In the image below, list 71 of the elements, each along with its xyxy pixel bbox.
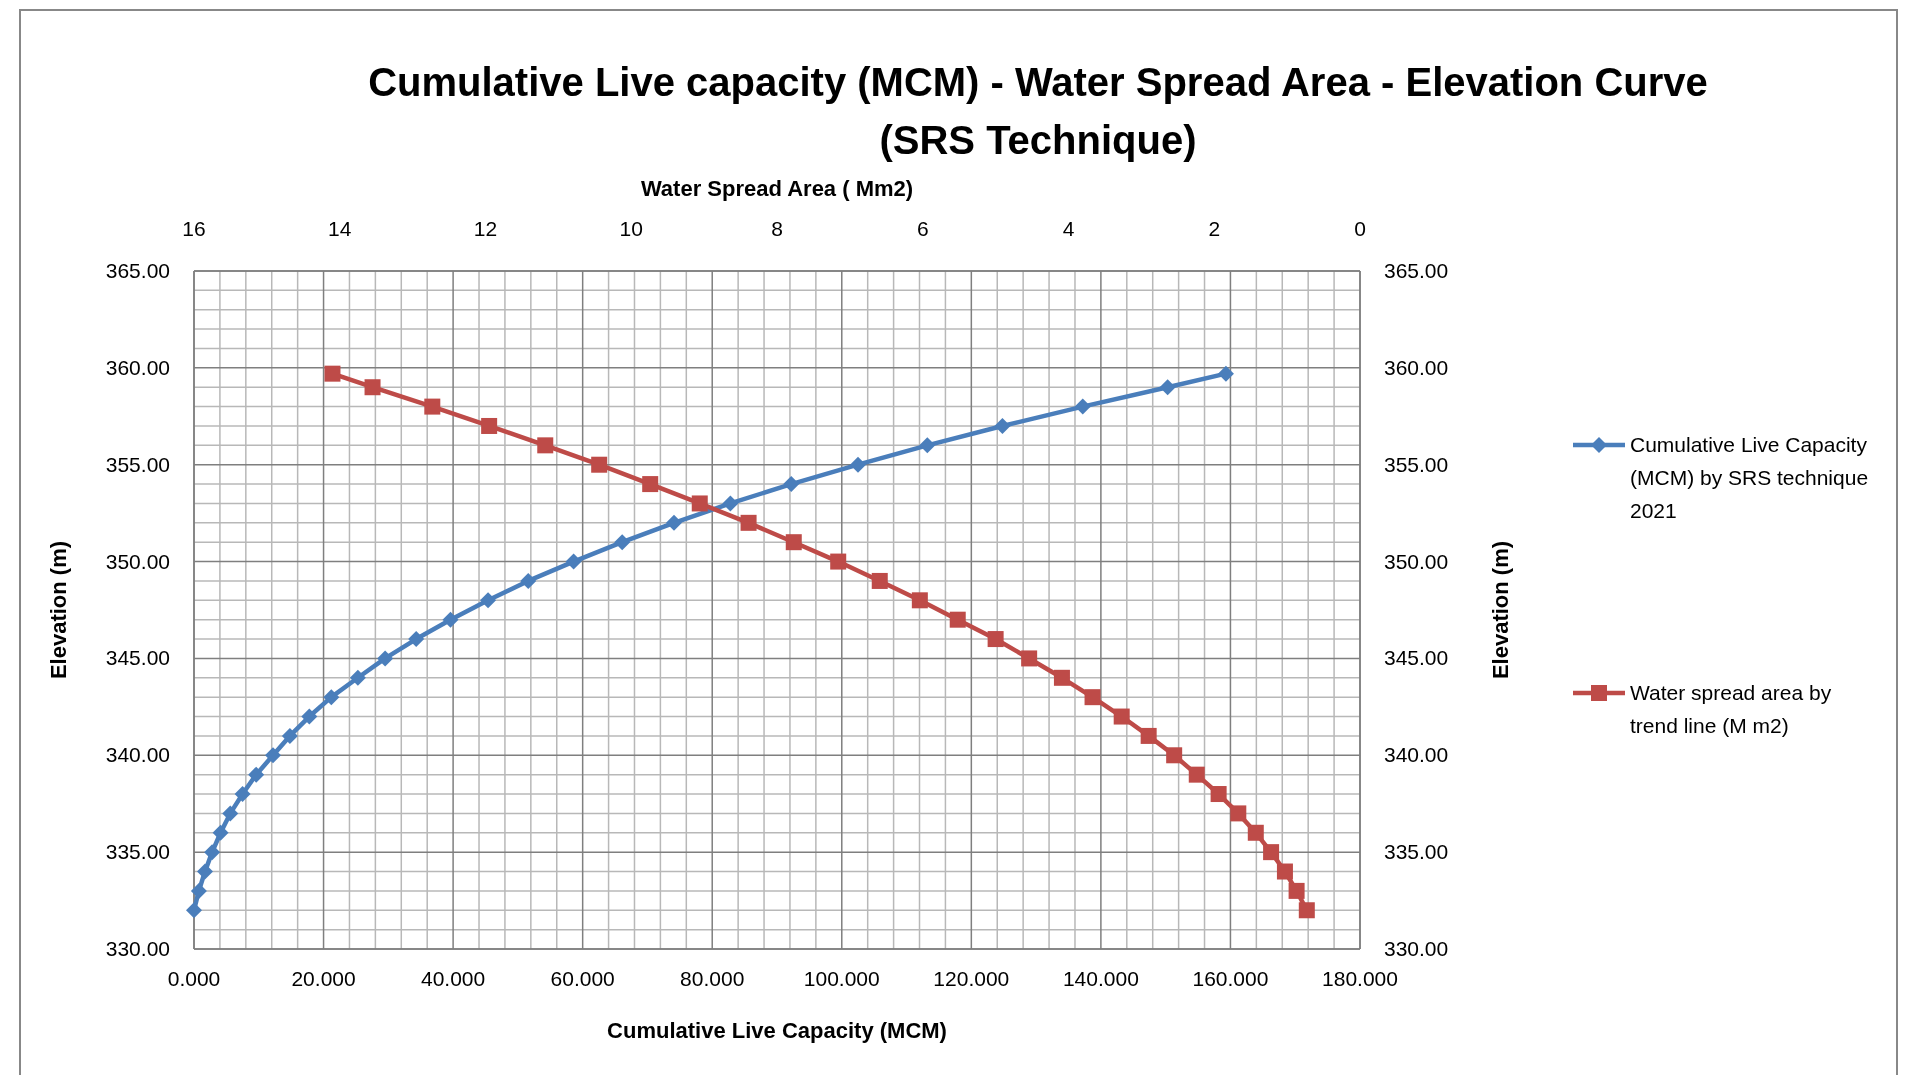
y-tick-label: 365.00 [105,259,170,282]
point [248,766,265,783]
x-tick-label: 80.000 [680,967,745,990]
point [186,902,202,919]
point [666,514,682,531]
y2-tick-label: 340.00 [1384,743,1449,767]
point [408,631,425,648]
point [614,534,631,551]
x2-axis-title: Water Spread Area ( Mm2) [640,176,914,201]
point [204,844,221,861]
y2-tick-label: 360.00 [1384,355,1449,379]
x-tick-label: 100.000 [803,967,880,990]
point [480,592,497,609]
point [783,476,800,493]
point [197,863,214,880]
x-tick-label: 160.000 [1192,967,1269,990]
point [349,669,366,686]
y-tick-label: 355.00 [105,452,170,476]
point [265,747,282,764]
y2-tick-label: 350.00 [1384,549,1449,573]
point [520,572,537,589]
point [849,456,866,473]
y2-tick-label: 355.00 [1384,452,1449,476]
x2-tick-label: 10 [619,217,643,240]
x-tick-label: 120.000 [933,967,1010,990]
point [1074,398,1091,415]
y-tick-label: 345.00 [105,646,170,670]
point [919,437,936,454]
point [234,786,251,803]
x-axis-title: Cumulative Live Capacity (MCM) [607,1018,947,1043]
x2-tick-label: 0 [1354,217,1366,240]
y-tick-label: 360.00 [105,355,170,379]
x2-tick-label: 12 [473,217,498,240]
x-tick-label: 180.000 [1322,967,1398,990]
point [442,611,459,628]
legend-label: Cumulative Live Capacity (MCM) by SRS technique 2021 [1630,433,1869,522]
x-tick-label: 40.000 [420,967,486,990]
point [377,650,394,667]
y2-axis-title: Elevation (m) [1488,540,1513,680]
point [1159,379,1176,396]
x-tick-label: 60.000 [550,967,615,990]
point [323,689,340,706]
point [222,805,239,822]
chart-title: Cumulative Live capacity (MCM) - Water Spread Area - Elevation Curve (SRS Technique) [368,60,1708,162]
y-tick-label: 330.00 [105,937,170,960]
y-tick-label: 340.00 [105,743,170,767]
x-tick-label: 140.000 [1062,967,1139,990]
y-tick-label: 350.00 [105,549,170,573]
y2-tick-label: 345.00 [1384,646,1449,670]
point [190,882,207,899]
x-tick-label: 0.000 [167,967,221,990]
y-axis-title: Elevation (m) [46,540,71,680]
point [565,553,582,570]
point [722,495,739,512]
point [301,708,318,725]
x2-tick-label: 16 [182,217,206,240]
x2-tick-label: 2 [1208,217,1221,240]
legend-label: Water spread area by trend line (M m2) [1630,681,1832,737]
y2-tick-label: 335.00 [1384,840,1449,864]
x-tick-label: 20.000 [291,967,356,990]
x2-tick-label: 14 [328,217,352,240]
point [994,417,1011,434]
x2-tick-label: 6 [916,217,929,240]
y-tick-label: 335.00 [105,840,170,864]
y2-tick-label: 330.00 [1384,937,1449,960]
point [281,727,298,744]
x2-tick-label: 4 [1062,217,1075,240]
x2-tick-label: 8 [771,217,783,240]
y2-tick-label: 365.00 [1384,259,1449,282]
point [1217,365,1234,382]
point [212,824,229,841]
